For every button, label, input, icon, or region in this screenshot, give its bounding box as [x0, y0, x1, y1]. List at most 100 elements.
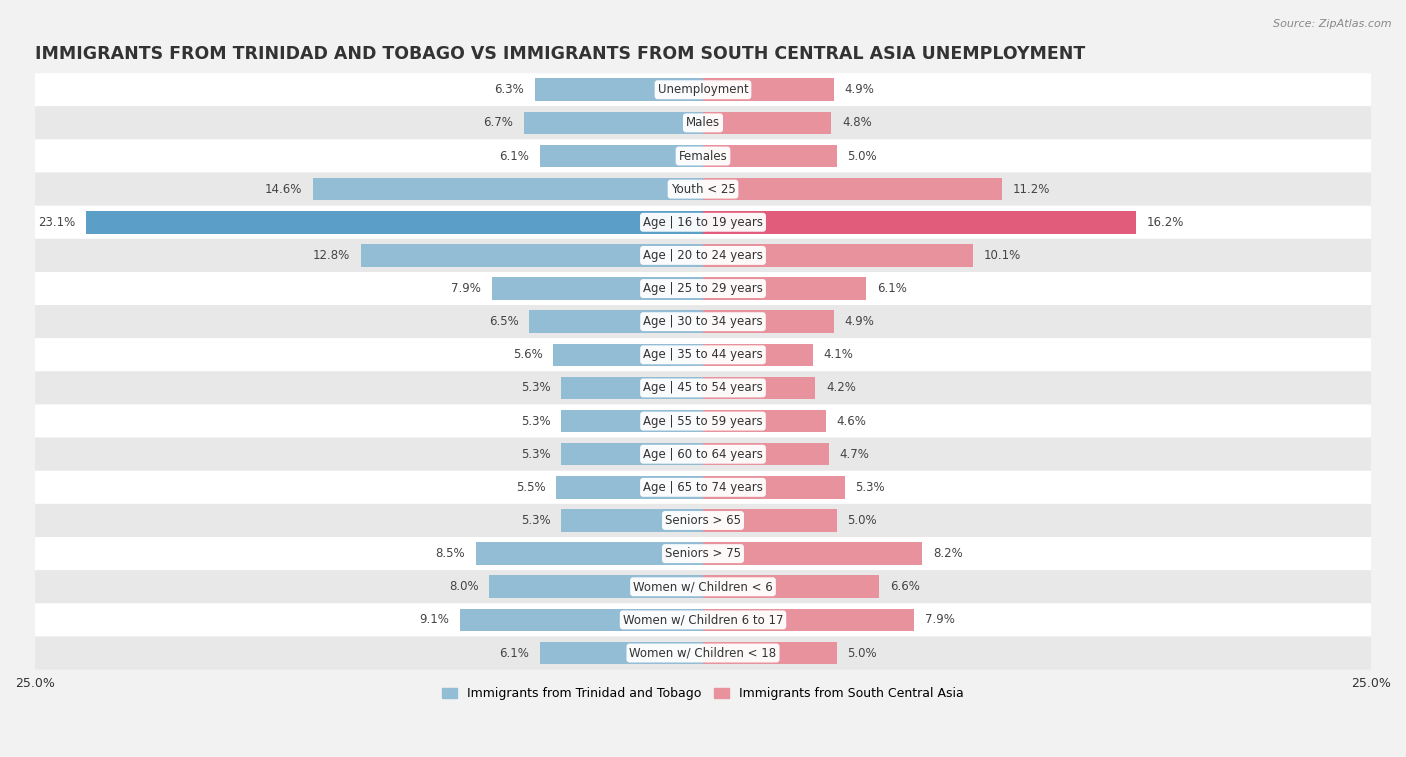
- Legend: Immigrants from Trinidad and Tobago, Immigrants from South Central Asia: Immigrants from Trinidad and Tobago, Imm…: [437, 682, 969, 705]
- Text: 9.1%: 9.1%: [419, 613, 449, 626]
- Text: Youth < 25: Youth < 25: [671, 182, 735, 195]
- Text: 16.2%: 16.2%: [1147, 216, 1184, 229]
- FancyBboxPatch shape: [35, 537, 1371, 570]
- Bar: [703, 443, 828, 466]
- FancyBboxPatch shape: [35, 637, 1371, 670]
- Bar: [561, 509, 703, 531]
- Text: 6.3%: 6.3%: [495, 83, 524, 96]
- Text: Source: ZipAtlas.com: Source: ZipAtlas.com: [1274, 19, 1392, 29]
- FancyBboxPatch shape: [35, 239, 1371, 272]
- Text: Seniors > 65: Seniors > 65: [665, 514, 741, 527]
- FancyBboxPatch shape: [35, 438, 1371, 471]
- FancyBboxPatch shape: [35, 206, 1371, 239]
- Text: 5.6%: 5.6%: [513, 348, 543, 361]
- Bar: [489, 575, 703, 598]
- Bar: [534, 79, 703, 101]
- Bar: [475, 542, 703, 565]
- Bar: [703, 277, 866, 300]
- Text: IMMIGRANTS FROM TRINIDAD AND TOBAGO VS IMMIGRANTS FROM SOUTH CENTRAL ASIA UNEMPL: IMMIGRANTS FROM TRINIDAD AND TOBAGO VS I…: [35, 45, 1085, 64]
- Text: 5.0%: 5.0%: [848, 514, 877, 527]
- Text: 6.1%: 6.1%: [499, 149, 529, 163]
- Text: 5.3%: 5.3%: [855, 481, 884, 494]
- Text: 4.2%: 4.2%: [825, 382, 856, 394]
- Text: Women w/ Children 6 to 17: Women w/ Children 6 to 17: [623, 613, 783, 626]
- Text: Males: Males: [686, 117, 720, 129]
- Text: Age | 60 to 64 years: Age | 60 to 64 years: [643, 447, 763, 461]
- Text: 6.6%: 6.6%: [890, 581, 920, 593]
- FancyBboxPatch shape: [35, 570, 1371, 603]
- Text: 5.3%: 5.3%: [522, 415, 551, 428]
- Bar: [561, 410, 703, 432]
- Text: 4.7%: 4.7%: [839, 447, 869, 461]
- Text: Females: Females: [679, 149, 727, 163]
- Text: Age | 20 to 24 years: Age | 20 to 24 years: [643, 249, 763, 262]
- Text: 8.2%: 8.2%: [932, 547, 963, 560]
- Bar: [703, 476, 845, 499]
- Bar: [703, 509, 837, 531]
- Bar: [561, 377, 703, 399]
- Text: Seniors > 75: Seniors > 75: [665, 547, 741, 560]
- Bar: [460, 609, 703, 631]
- Bar: [703, 642, 837, 665]
- Text: 8.0%: 8.0%: [449, 581, 478, 593]
- Text: Age | 65 to 74 years: Age | 65 to 74 years: [643, 481, 763, 494]
- Bar: [703, 178, 1002, 201]
- FancyBboxPatch shape: [35, 173, 1371, 206]
- Bar: [703, 245, 973, 266]
- Bar: [703, 211, 1136, 234]
- Text: Age | 55 to 59 years: Age | 55 to 59 years: [643, 415, 763, 428]
- Text: 6.7%: 6.7%: [484, 117, 513, 129]
- Bar: [86, 211, 703, 234]
- Bar: [703, 575, 879, 598]
- Text: Women w/ Children < 6: Women w/ Children < 6: [633, 581, 773, 593]
- Bar: [524, 111, 703, 134]
- Text: 4.1%: 4.1%: [824, 348, 853, 361]
- Bar: [492, 277, 703, 300]
- Text: 5.3%: 5.3%: [522, 447, 551, 461]
- Text: 5.0%: 5.0%: [848, 646, 877, 659]
- Bar: [703, 410, 825, 432]
- Bar: [561, 443, 703, 466]
- FancyBboxPatch shape: [35, 272, 1371, 305]
- FancyBboxPatch shape: [35, 338, 1371, 372]
- Text: 7.9%: 7.9%: [925, 613, 955, 626]
- FancyBboxPatch shape: [35, 471, 1371, 504]
- Bar: [703, 609, 914, 631]
- Bar: [703, 344, 813, 366]
- Text: 5.3%: 5.3%: [522, 514, 551, 527]
- Text: 4.8%: 4.8%: [842, 117, 872, 129]
- FancyBboxPatch shape: [35, 73, 1371, 106]
- Text: Unemployment: Unemployment: [658, 83, 748, 96]
- Bar: [703, 542, 922, 565]
- Bar: [554, 344, 703, 366]
- Text: 7.9%: 7.9%: [451, 282, 481, 295]
- Bar: [703, 377, 815, 399]
- FancyBboxPatch shape: [35, 106, 1371, 139]
- Bar: [703, 79, 834, 101]
- FancyBboxPatch shape: [35, 404, 1371, 438]
- Text: 11.2%: 11.2%: [1012, 182, 1050, 195]
- Text: 10.1%: 10.1%: [984, 249, 1021, 262]
- Text: 6.5%: 6.5%: [489, 315, 519, 329]
- FancyBboxPatch shape: [35, 139, 1371, 173]
- Bar: [529, 310, 703, 333]
- Text: Women w/ Children < 18: Women w/ Children < 18: [630, 646, 776, 659]
- Text: Age | 35 to 44 years: Age | 35 to 44 years: [643, 348, 763, 361]
- FancyBboxPatch shape: [35, 372, 1371, 404]
- FancyBboxPatch shape: [35, 305, 1371, 338]
- FancyBboxPatch shape: [35, 504, 1371, 537]
- Text: 4.9%: 4.9%: [845, 315, 875, 329]
- Text: Age | 16 to 19 years: Age | 16 to 19 years: [643, 216, 763, 229]
- Bar: [314, 178, 703, 201]
- Text: 12.8%: 12.8%: [314, 249, 350, 262]
- Text: 5.0%: 5.0%: [848, 149, 877, 163]
- Text: Age | 45 to 54 years: Age | 45 to 54 years: [643, 382, 763, 394]
- Text: 14.6%: 14.6%: [264, 182, 302, 195]
- Text: Age | 30 to 34 years: Age | 30 to 34 years: [643, 315, 763, 329]
- Text: 8.5%: 8.5%: [436, 547, 465, 560]
- Text: 4.6%: 4.6%: [837, 415, 866, 428]
- Text: 23.1%: 23.1%: [38, 216, 75, 229]
- Bar: [703, 310, 834, 333]
- Bar: [540, 145, 703, 167]
- Bar: [703, 111, 831, 134]
